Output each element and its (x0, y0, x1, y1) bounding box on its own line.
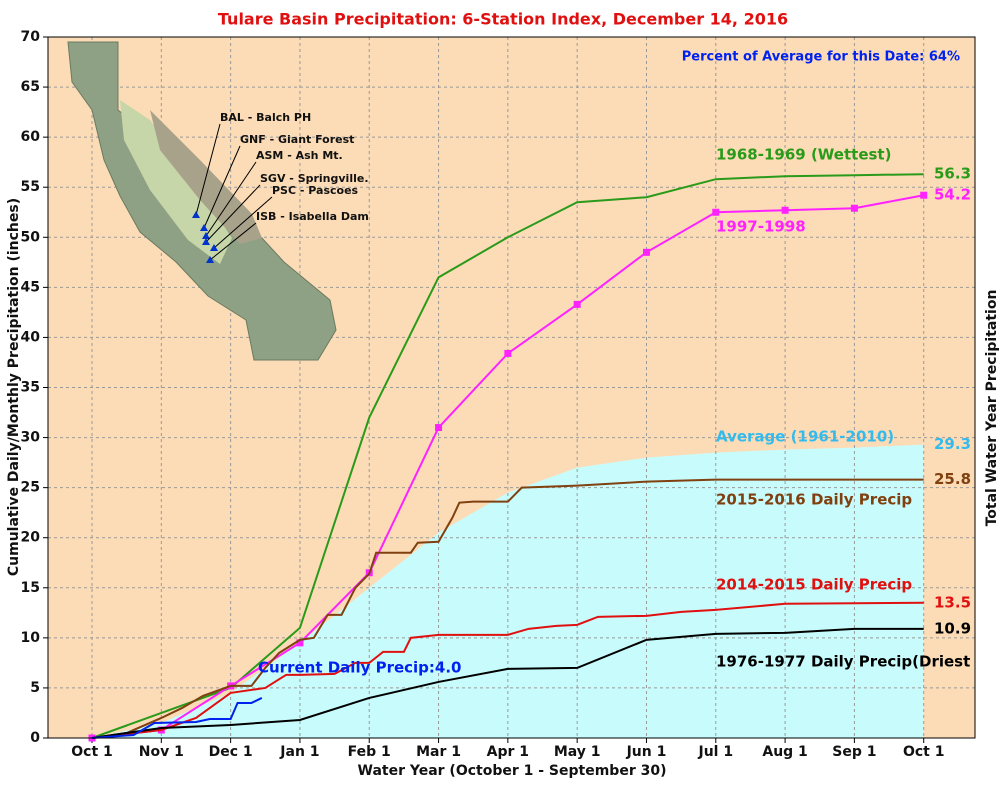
map-inset: BAL - Balch PH GNF - Giant Forest ASM - As… (67, 41, 369, 361)
x-tick-label: Apr 1 (487, 744, 529, 760)
end-value-label: 25.8 (934, 470, 971, 488)
line (91, 601, 924, 739)
marker (920, 191, 928, 199)
y-tick-label: 45 (21, 279, 40, 295)
y-tick-label: 0 (30, 730, 40, 746)
marker (435, 424, 443, 432)
x-tick-label: Jan 1 (279, 744, 319, 760)
y-tick-label: 40 (21, 329, 41, 345)
marker (296, 639, 304, 647)
station-label: PSC - Pascoes (272, 184, 359, 197)
end-value-label: 54.2 (934, 186, 971, 204)
station-label: SGV - Springville. (260, 172, 369, 185)
series-label: 1976-1977 Daily Precip(Driest (716, 653, 970, 671)
y-tick-label: 55 (21, 179, 40, 195)
station-label: ASM - Ash Mt. (256, 149, 343, 162)
series-label: 1968-1969 (Wettest) (716, 146, 891, 164)
series-label: 2015-2016 Daily Precip (716, 491, 912, 509)
marker (781, 206, 789, 214)
y-tick-label: 25 (21, 480, 40, 496)
y-tick-label: 30 (21, 430, 41, 446)
line (91, 478, 924, 739)
x-tick-label: Feb 1 (348, 744, 391, 760)
station-marker (202, 238, 210, 245)
station-arrow (213, 196, 273, 249)
x-tick-label: Oct 1 (903, 744, 945, 760)
x-tick-label: Dec 1 (209, 744, 253, 760)
station-marker (210, 244, 218, 251)
station-arrow (205, 161, 257, 237)
marker (573, 300, 581, 308)
y-tick-label: 15 (21, 580, 40, 596)
x-tick-label: Aug 1 (762, 744, 807, 760)
y-tick-label: 35 (21, 380, 40, 396)
y-tick-label: 10 (21, 630, 41, 646)
x-tick-label: Jul 1 (697, 744, 733, 760)
y-tick-label: 20 (21, 530, 41, 546)
y-axis-label: Cumulative Daily/Monthly Precipitation (… (6, 198, 22, 576)
station-marker (200, 224, 208, 231)
subtitle: Percent of Average for this Date: 64% (682, 50, 960, 65)
marker (850, 204, 858, 212)
line (91, 697, 263, 739)
end-value-label: 10.9 (934, 619, 971, 637)
marker (504, 349, 512, 357)
station-label: ISB - Isabella Dam (256, 210, 369, 223)
station-label: GNF - Giant Forest (240, 133, 354, 146)
series-label: 1997-1998 (716, 218, 806, 236)
station-arrow (209, 222, 257, 261)
y2-axis-label: Total Water Year Precipitation (984, 290, 1000, 527)
y-tick-label: 5 (30, 680, 40, 696)
end-value-label: 29.3 (934, 435, 971, 453)
x-tick-label: Oct 1 (71, 744, 113, 760)
station-arrow (203, 145, 241, 229)
x-tick-label: May 1 (554, 744, 601, 760)
x-axis-label: Water Year (October 1 - September 30) (358, 763, 667, 779)
x-tick-label: Jun 1 (626, 744, 667, 760)
x-tick-label: Nov 1 (139, 744, 184, 760)
y-tick-label: 50 (21, 229, 41, 245)
station-marker (192, 211, 200, 218)
x-tick-label: Sep 1 (832, 744, 876, 760)
line (91, 627, 924, 739)
marker (642, 248, 650, 256)
station-arrow (195, 123, 221, 216)
end-value-label: 13.5 (934, 593, 971, 611)
series-label: 2014-2015 Daily Precip (716, 576, 912, 594)
marker (712, 208, 720, 216)
station-marker (206, 256, 214, 263)
station-marker (202, 232, 210, 239)
end-value-label: 56.3 (934, 165, 971, 183)
y-tick-label: 60 (21, 129, 41, 145)
central-valley (120, 100, 232, 264)
x-tick-label: Mar 1 (416, 744, 461, 760)
series-label: Average (1961-2010) (716, 428, 894, 446)
y-tick-label: 65 (21, 79, 40, 95)
chart-title: Tulare Basin Precipitation: 6-Station In… (218, 10, 788, 29)
y-tick-label: 70 (21, 29, 41, 45)
station-label: BAL - Balch PH (220, 111, 311, 124)
station-arrow (205, 184, 261, 243)
series-label: Current Daily Precip:4.0 (258, 659, 462, 677)
plot-frame (47, 36, 976, 739)
